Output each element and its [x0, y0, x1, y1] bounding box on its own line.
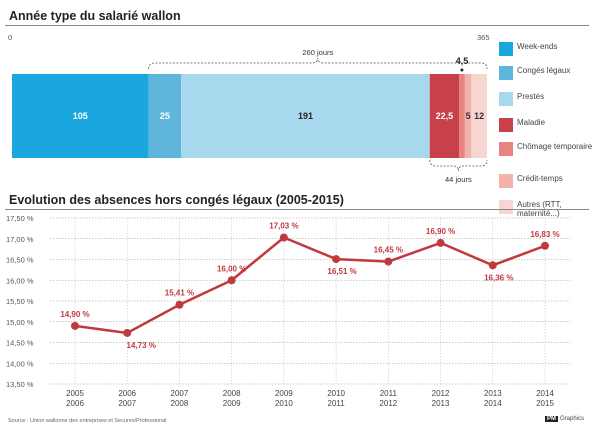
segment-pointer-dot: [460, 68, 464, 72]
y-tick-label: 15,50 %: [6, 297, 34, 306]
y-tick-label: 16,50 %: [6, 256, 34, 265]
legend-swatch: [499, 142, 513, 156]
data-point: [332, 255, 341, 264]
data-point: [541, 241, 549, 250]
y-tick-label: 17,50 %: [6, 214, 34, 223]
x-tick-label: 2005 2006: [66, 389, 84, 408]
legend-swatch: [499, 92, 513, 106]
data-point: [488, 261, 497, 270]
stacked-bar-chart: 0 365 105 25 191 22,5 4,5 5 12 260 jours 44 jours: [8, 33, 490, 184]
bar-segment: [459, 74, 465, 158]
legend-label: Congés légaux: [517, 66, 571, 75]
data-point: [279, 233, 288, 242]
data-label: 15,41 %: [165, 289, 194, 298]
legend-label: Autres (RTT, maternité...): [517, 200, 562, 218]
line-chart: 13,50 % 14,00 % 14,50 % 15,00 % 15,50 % 16,00…: [6, 214, 570, 408]
x-tick-label: 2013 2014: [484, 389, 502, 408]
legend-swatch: [499, 42, 513, 56]
legend-item: Maladie: [499, 118, 594, 148]
legend-item: Chômage temporaire: [499, 142, 594, 172]
legend-item: Week-ends: [499, 42, 594, 72]
bar-segment: [471, 74, 487, 158]
x-tick-label: 2009 2010: [275, 389, 293, 408]
legend-swatch: [499, 200, 513, 214]
segment-label: 191: [298, 111, 313, 121]
segment-label: 105: [73, 111, 88, 121]
bar-segment: [464, 74, 472, 158]
legend-item: Autres (RTT, maternité...): [499, 200, 594, 230]
top-title-rule: [5, 25, 589, 26]
data-point: [384, 257, 393, 266]
absence-days-brace: [429, 159, 488, 172]
data-point: [175, 300, 184, 309]
y-tick-label: 17,00 %: [6, 235, 34, 244]
series-line: [74, 236, 546, 335]
data-point: [227, 276, 236, 285]
segment-label: 4,5: [456, 56, 469, 66]
data-point: [71, 321, 79, 330]
x-tick-label: 2007 2008: [171, 389, 189, 408]
legend-label: Chômage temporaire: [517, 142, 593, 151]
bar-segment: [181, 74, 430, 158]
worked-days-label: 260 jours: [302, 48, 333, 57]
segment-label: 22,5: [436, 111, 454, 121]
x-tick-label: 2012 2013: [432, 389, 450, 408]
legend-swatch: [499, 118, 513, 132]
axis-max-label: 365: [477, 33, 490, 42]
logo-text: Graphics: [560, 416, 585, 422]
legend-item: Prestés: [499, 92, 594, 122]
publisher-logo: PM Graphics: [545, 416, 584, 422]
data-label: 16,36 %: [484, 273, 513, 282]
y-tick-label: 13,50 %: [6, 380, 34, 389]
bar-segment: [429, 74, 460, 158]
line-chart-title: Evolution des absences hors congés légau…: [9, 193, 344, 207]
x-tick-label: 2008 2009: [223, 389, 241, 408]
data-label: 16,83 %: [530, 230, 559, 239]
data-label: 14,90 %: [60, 310, 89, 319]
bar-segment: [148, 74, 182, 158]
data-label: 17,03 %: [269, 222, 298, 231]
y-tick-label: 15,00 %: [6, 318, 34, 327]
data-label: 16,45 %: [374, 246, 403, 255]
axis-min-label: 0: [8, 33, 12, 42]
bar-segment: [12, 74, 149, 158]
y-tick-label: 16,00 %: [6, 276, 34, 285]
x-tick-label: 2010 2011: [327, 389, 345, 408]
data-label: 16,00 %: [217, 264, 246, 273]
data-label: 16,51 %: [327, 267, 356, 276]
legend-label: Prestés: [517, 92, 545, 101]
absence-days-label: 44 jours: [445, 175, 472, 184]
legend-item: Congés légaux: [499, 66, 594, 96]
y-tick-label: 14,00 %: [6, 359, 34, 368]
y-tick-label: 14,50 %: [6, 339, 34, 348]
segment-label: 25: [160, 111, 170, 121]
legend-item: Crédit-temps: [499, 174, 594, 204]
x-tick-label: 2011 2012: [379, 389, 397, 408]
data-point: [123, 328, 132, 337]
x-tick-label: 2006 2007: [118, 389, 136, 408]
legend-label: Week-ends: [517, 42, 558, 51]
legend-label: Crédit-temps: [517, 174, 563, 183]
segment-label: 5: [466, 111, 471, 121]
legend-swatch: [499, 66, 513, 80]
stacked-bar-title: Année type du salarié wallon: [9, 9, 181, 23]
segment-label: 12: [474, 111, 484, 121]
data-point: [436, 238, 445, 247]
source-note: Source : Union wallonne des entreprises …: [8, 418, 167, 424]
bottom-title-rule: [5, 209, 589, 210]
data-label: 16,90 %: [426, 227, 455, 236]
x-tick-label: 2014 2015: [536, 389, 554, 408]
worked-days-brace: [148, 57, 488, 70]
legend-label: Maladie: [517, 118, 546, 127]
data-label: 14,73 %: [127, 341, 156, 350]
legend-swatch: [499, 174, 513, 188]
logo-mark: PM: [545, 416, 558, 422]
